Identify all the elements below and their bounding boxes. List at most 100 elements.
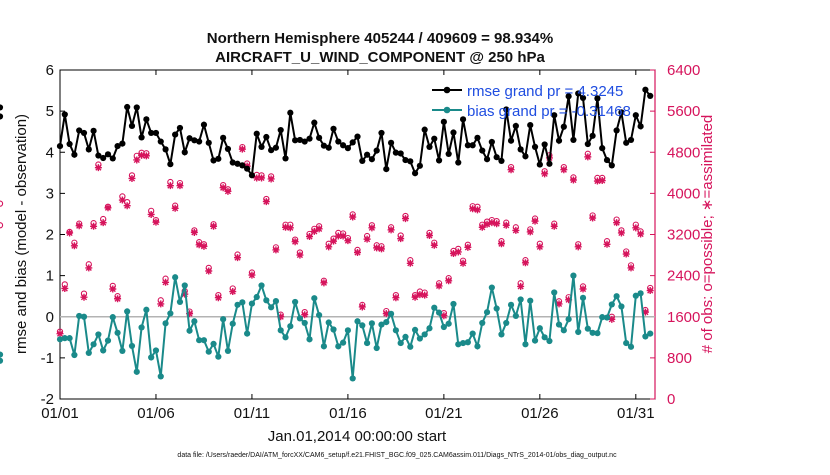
obs-assimilated-point	[637, 230, 645, 238]
rmse-point	[306, 135, 313, 142]
rmse-point	[258, 143, 265, 151]
rmse-point	[152, 129, 160, 137]
chart-title: Northern Hemisphere 405244 / 409609 = 98…	[207, 30, 553, 47]
bias-point	[186, 327, 193, 334]
rmse-point	[349, 139, 356, 146]
bias-point	[176, 298, 184, 306]
obs-assimilated-point	[622, 250, 630, 258]
bias-point	[450, 300, 457, 308]
bias-point	[469, 330, 476, 337]
rmse-point	[546, 160, 553, 167]
obs-assimilated-point	[334, 232, 342, 240]
obs-assimilated-point	[286, 224, 294, 232]
rmse-point	[613, 127, 620, 134]
obs-assimilated-point	[147, 210, 155, 218]
bias-point	[503, 319, 510, 327]
bias-point	[244, 330, 251, 337]
bias-point	[71, 351, 78, 359]
rmse-point	[411, 170, 419, 177]
rmse-point	[90, 127, 97, 134]
obs-assimilated-point	[401, 215, 409, 223]
rmse-point	[320, 142, 328, 149]
obs-assimilated-point	[608, 315, 616, 323]
bias-point	[536, 325, 543, 332]
rmse-point	[95, 152, 102, 159]
bias-point	[85, 349, 92, 357]
bias-point	[575, 328, 582, 336]
bias-point	[119, 347, 126, 354]
data-file-footer: data file: /Users/raeder/DAI/ATM_forcXX/…	[177, 452, 617, 459]
obs-assimilated-point	[200, 242, 208, 250]
y-tick-label: 3	[46, 185, 54, 202]
obs-assimilated-point	[195, 241, 203, 249]
y-right-tick-label: 800	[667, 350, 692, 367]
bias-point	[234, 301, 241, 308]
rmse-point	[191, 137, 198, 144]
rmse-series	[0, 86, 654, 179]
obs-assimilated-point	[425, 232, 433, 240]
rmse-point	[109, 155, 116, 162]
rmse-point	[354, 133, 361, 140]
obs-assimilated-point	[526, 228, 534, 236]
bias-point	[522, 341, 529, 348]
bias-point	[378, 321, 385, 328]
bias-point	[541, 334, 548, 341]
obs-assimilated-point	[85, 264, 93, 272]
obs-assimilated-point	[330, 237, 338, 245]
bias-point	[599, 314, 606, 321]
obs-assimilated-point	[617, 229, 625, 237]
obs-assimilated-point	[282, 223, 290, 231]
obs-assimilated-point	[507, 166, 515, 174]
bias-point	[311, 295, 318, 302]
x-tick-label: 01/21	[425, 405, 463, 422]
y-right-tick-label: 2400	[667, 268, 700, 285]
obs-assimilated-point	[56, 330, 64, 338]
obs-assimilated-point	[454, 248, 462, 256]
bias-point	[124, 308, 131, 315]
bias-point	[623, 339, 630, 347]
bias-point	[196, 337, 203, 344]
obs-assimilated-point	[214, 294, 222, 302]
obs-assimilated-point	[152, 218, 160, 226]
obs-assimilated-point	[593, 177, 601, 185]
rmse-point	[244, 165, 251, 172]
rmse-point	[579, 94, 587, 102]
rmse-point	[0, 113, 4, 120]
rmse-point	[239, 162, 246, 169]
rmse-point	[71, 151, 78, 158]
rmse-point	[344, 145, 352, 152]
y-tick-label: 6	[46, 62, 54, 79]
bias-point	[608, 301, 615, 308]
y-tick-label: -1	[41, 350, 54, 367]
obs-assimilated-point	[238, 145, 246, 153]
bias-point	[507, 301, 515, 308]
rmse-point	[445, 150, 452, 157]
rmse-point	[416, 162, 423, 169]
y-axis-label: rmse and bias (model - observation)	[13, 114, 30, 354]
bias-point	[517, 296, 524, 303]
obs-assimilated-point	[603, 240, 611, 248]
bias-point	[316, 312, 323, 319]
rmse-point	[642, 86, 649, 93]
rmse-point	[627, 136, 635, 144]
bias-point	[157, 373, 164, 380]
rmse-point	[570, 136, 577, 144]
rmse-point	[272, 144, 280, 151]
bias-point	[306, 336, 313, 343]
y-right-tick-label: 5600	[667, 103, 700, 120]
bias-point	[488, 284, 495, 291]
obs-assimilated-point	[157, 300, 165, 308]
rmse-point	[637, 123, 644, 130]
bias-point	[344, 327, 352, 334]
rmse-point	[483, 156, 491, 163]
bias-point	[359, 322, 366, 329]
bias-point	[167, 310, 174, 317]
x-tick-label: 01/11	[234, 405, 270, 422]
obs-assimilated-point	[488, 219, 496, 227]
bias-point	[411, 326, 419, 334]
obs-assimilated-point	[190, 228, 198, 236]
rmse-point	[541, 141, 548, 148]
y-right-tick-label: 4800	[667, 144, 700, 161]
bias-point	[320, 343, 328, 350]
obs-assimilated-point	[421, 291, 429, 299]
